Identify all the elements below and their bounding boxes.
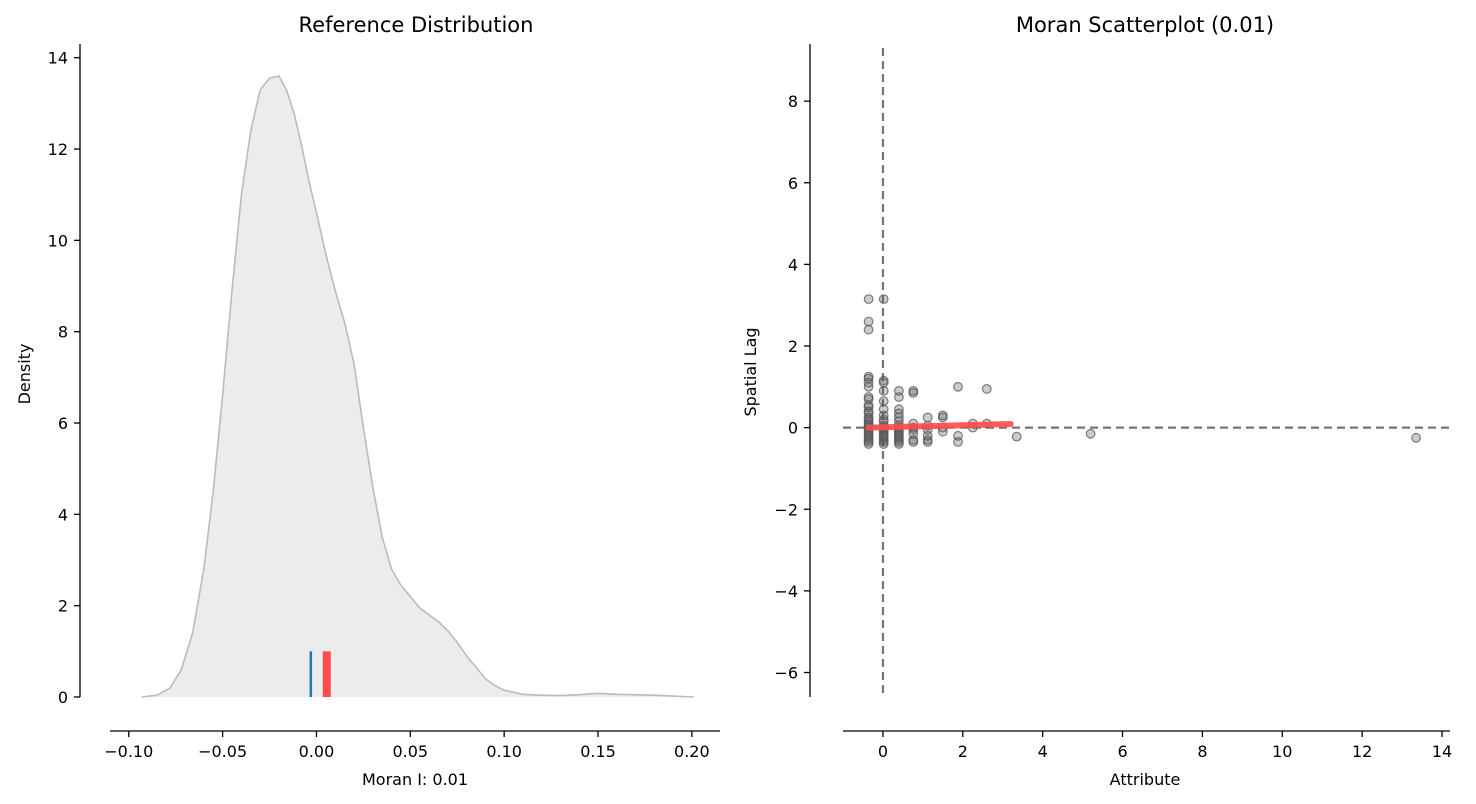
left-y-tick-label: 14 [48,49,68,68]
regression-line [865,420,1014,431]
right-y-tick-label: −2 [774,500,798,519]
left-y-tick-label: 6 [58,414,68,433]
left-y-tick-label: 12 [48,140,68,159]
right-plot-area [843,48,1450,697]
right-y-tick-label: 6 [788,174,798,193]
scatter-point [863,316,874,327]
left-x-axis-label: Moran I: 0.01 [362,770,468,789]
scatter-point [1411,432,1421,443]
left-x-tick-label: 0.10 [486,742,522,761]
right-y-tick-label: −6 [774,664,798,683]
right-x-axis-label: Attribute [1110,770,1181,789]
scatter-point [922,412,933,423]
left-x-tick-label: −0.10 [104,742,153,761]
right-y-axis-label: Spatial Lag [741,327,760,416]
left-y-tick-label: 2 [58,597,68,616]
right-y-tick-label: 8 [788,92,798,111]
scatter-point [908,437,919,447]
scatter-point [894,392,904,402]
right-y-ticks: −6 −4 −2 0 2 4 6 8 [774,92,810,683]
right-y-tick-label: 2 [788,337,798,356]
left-x-ticks: −0.10 −0.05 0.00 0.05 0.10 0.15 0.20 [104,731,710,761]
scatter-point [878,439,889,449]
scatter-point [863,324,874,335]
reference-distribution-panel: Reference Distribution 0 2 4 6 8 10 12 14 −0.10… [15,13,720,789]
scatter-point [863,381,874,392]
right-chart-title: Moran Scatterplot (0.01) [1016,13,1274,37]
right-x-tick-label: 8 [1197,742,1207,761]
scatter-point [878,386,889,396]
scatter-point [878,294,889,305]
left-y-tick-label: 8 [58,323,68,342]
left-plot-area [141,75,694,698]
density-curve-line [141,75,694,698]
scatter-point [922,437,933,447]
left-x-tick-label: 0.20 [674,742,710,761]
left-chart-title: Reference Distribution [299,13,534,37]
left-y-tick-label: 4 [58,505,68,524]
left-x-tick-label: −0.05 [198,742,247,761]
right-x-tick-label: 10 [1272,742,1292,761]
scatter-point [878,396,889,407]
right-y-tick-label: 0 [788,419,798,438]
right-x-tick-label: 2 [958,742,968,761]
scatter-point [863,439,874,449]
scatter-point [1085,428,1096,439]
scatter-point [878,377,889,388]
right-x-tick-label: 4 [1038,742,1048,761]
left-y-tick-label: 10 [48,231,68,250]
scatter-point [894,439,904,449]
right-x-tick-label: 6 [1117,742,1127,761]
left-y-tick-label: 0 [58,688,68,707]
right-x-tick-label: 0 [878,742,888,761]
right-y-tick-label: −4 [774,582,798,601]
left-y-axis-label: Density [15,344,34,405]
left-y-ticks: 0 2 4 6 8 10 12 14 [48,49,80,707]
scatter-point [953,381,963,392]
left-x-tick-label: 0.05 [392,742,428,761]
right-y-tick-label: 4 [788,255,798,274]
scatter-point [953,437,963,447]
right-x-tick-label: 14 [1432,742,1452,761]
density-fill-area [141,76,694,697]
right-x-ticks: 0 2 4 6 8 10 12 14 [878,731,1452,761]
left-x-tick-label: 0.00 [299,742,335,761]
scatter-point [908,388,919,398]
right-x-tick-label: 12 [1352,742,1372,761]
scatter-point [1011,431,1022,442]
scatter-point [981,384,992,394]
left-x-tick-label: 0.15 [580,742,616,761]
scatter-point [863,294,874,305]
moran-scatterplot-panel: Moran Scatterplot (0.01) −6 −4 −2 0 2 4 6 8 0 2 4… [741,13,1452,789]
scatter-point [937,412,948,423]
